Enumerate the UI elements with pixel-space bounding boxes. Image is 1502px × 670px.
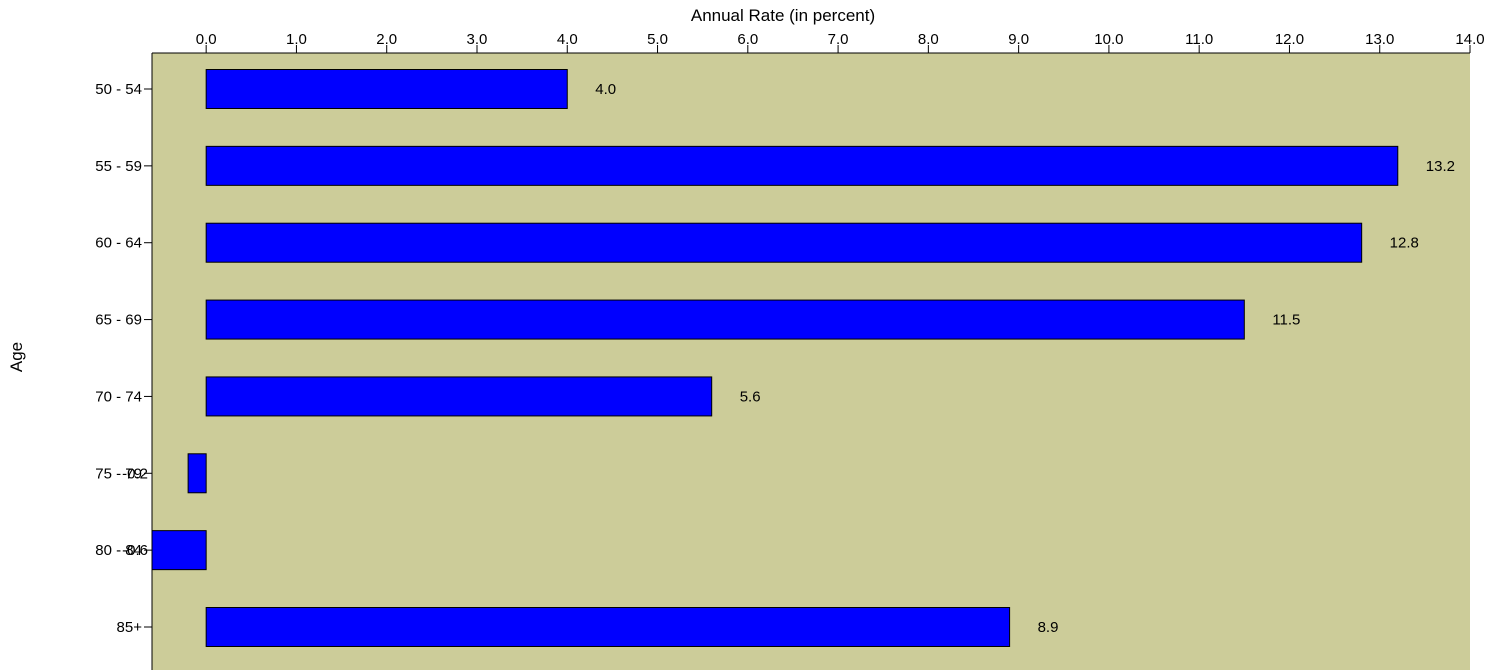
- bar-value-label: 4.0: [595, 81, 616, 98]
- x-tick-label: 9.0: [1008, 31, 1029, 48]
- bar: [205, 69, 568, 109]
- bar: [205, 222, 1363, 263]
- y-axis-title: Age: [7, 342, 26, 372]
- category-label: 85+: [117, 619, 143, 636]
- bar-value-label: 5.6: [740, 388, 761, 405]
- category-label: 80 - 84: [95, 542, 142, 559]
- plot-area: [152, 53, 1470, 670]
- category-label: 60 - 64: [95, 235, 142, 252]
- bar-value-label: 8.9: [1038, 619, 1059, 636]
- x-tick-label: 10.0: [1094, 31, 1123, 48]
- x-tick-label: 14.0: [1455, 31, 1484, 48]
- bar: [205, 145, 1399, 186]
- x-tick-label: 4.0: [557, 31, 578, 48]
- bar: [205, 299, 1245, 340]
- x-tick-label: 5.0: [647, 31, 668, 48]
- x-tick-label: 0.0: [196, 31, 217, 48]
- category-label: 50 - 54: [95, 81, 142, 98]
- bar: [151, 530, 207, 571]
- x-tick-label: 7.0: [828, 31, 849, 48]
- bar-value-label: 11.5: [1272, 312, 1300, 329]
- category-label: 55 - 59: [95, 158, 142, 175]
- bar: [205, 376, 713, 417]
- bar-value-label: -0.2: [122, 465, 148, 482]
- x-tick-label: 6.0: [737, 31, 758, 48]
- bars: 4.0 13.2 12.8 11.5 5.6 -0.2 -0.6 8.9: [122, 69, 1455, 647]
- bar: [187, 453, 207, 494]
- x-axis: 0.0 1.0 2.0 3.0 4.0 5.0 6.0 7.0 8.0 9.0 10.0 11.0 12…: [152, 31, 1485, 54]
- category-label: 70 - 74: [95, 388, 142, 405]
- x-tick-label: 13.0: [1365, 31, 1394, 48]
- x-tick-label: 3.0: [467, 31, 488, 48]
- x-tick-label: 8.0: [918, 31, 939, 48]
- x-tick-label: 12.0: [1275, 31, 1304, 48]
- x-axis-title: Annual Rate (in percent): [691, 6, 875, 25]
- x-tick-label: 2.0: [376, 31, 397, 48]
- bar: [205, 606, 1011, 647]
- bar-value-label: 13.2: [1426, 158, 1455, 175]
- x-tick-label: 1.0: [286, 31, 307, 48]
- bar-value-label: -0.6: [122, 542, 148, 559]
- y-axis: 50 - 54 55 - 59 60 - 64 65 - 69 70 - 74 75 - …: [95, 53, 153, 670]
- category-label: 65 - 69: [95, 312, 142, 329]
- bar-value-label: 12.8: [1390, 235, 1419, 252]
- x-tick-label: 11.0: [1185, 31, 1213, 48]
- category-label: 75 - 79: [95, 465, 142, 482]
